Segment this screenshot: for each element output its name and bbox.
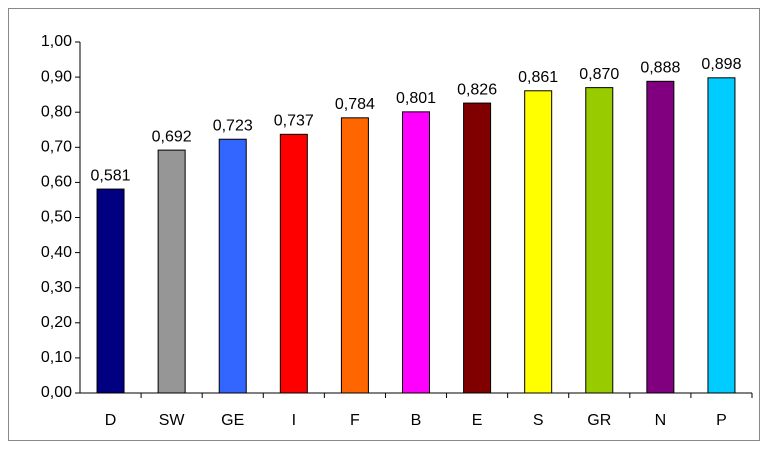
x-tick-label: B <box>411 412 422 429</box>
x-tick-label: F <box>350 412 360 429</box>
y-tick-label: 1,00 <box>41 33 72 50</box>
x-tick-label: N <box>655 412 667 429</box>
y-tick-label: 0,20 <box>41 314 72 331</box>
y-tick-label: 0,90 <box>41 68 72 85</box>
y-tick-label: 0,40 <box>41 244 72 261</box>
bar <box>340 117 369 394</box>
data-label: 0,861 <box>518 69 558 86</box>
x-tick-label: GR <box>587 412 611 429</box>
bar <box>524 90 553 394</box>
bar <box>585 87 614 394</box>
x-tick-label: I <box>292 412 296 429</box>
data-label: 0,801 <box>396 90 436 107</box>
y-tick-label: 0,10 <box>41 349 72 366</box>
bar <box>157 149 186 394</box>
data-label: 0,737 <box>274 113 314 130</box>
y-tick-label: 0,60 <box>41 174 72 191</box>
bar <box>463 102 492 394</box>
bar <box>218 138 247 394</box>
chart-border <box>8 8 760 441</box>
bar <box>96 188 125 394</box>
data-label: 0,826 <box>457 81 497 98</box>
y-tick-label: 0,80 <box>41 103 72 120</box>
y-tick-label: 0,50 <box>41 209 72 226</box>
data-label: 0,692 <box>152 128 192 145</box>
data-label: 0,581 <box>91 167 131 184</box>
x-tick-label: E <box>472 412 483 429</box>
x-tick-label: D <box>105 412 117 429</box>
x-tick-label: P <box>716 412 727 429</box>
bar <box>707 77 736 394</box>
bar <box>646 80 675 394</box>
x-tick-label: S <box>533 412 544 429</box>
y-tick-label: 0,30 <box>41 279 72 296</box>
data-label: 0,784 <box>335 96 375 113</box>
bar <box>279 133 308 394</box>
x-tick-label: GE <box>221 412 244 429</box>
data-label: 0,888 <box>640 60 680 77</box>
y-tick-label: 0,00 <box>41 384 72 401</box>
x-tick-label: SW <box>159 412 186 429</box>
data-label: 0,723 <box>213 117 253 134</box>
bar <box>402 111 430 394</box>
data-label: 0,870 <box>579 66 619 83</box>
y-tick-label: 0,70 <box>41 139 72 156</box>
data-label: 0,898 <box>701 56 741 73</box>
